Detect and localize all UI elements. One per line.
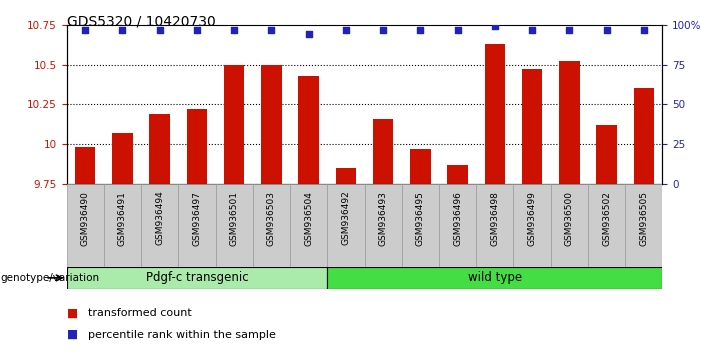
Text: ■: ■ <box>67 307 78 320</box>
Point <box>80 27 91 32</box>
Point <box>526 27 538 32</box>
Text: GSM936499: GSM936499 <box>528 191 536 246</box>
Point <box>378 27 389 32</box>
Text: GSM936493: GSM936493 <box>379 191 388 246</box>
Bar <box>551 184 588 267</box>
Text: Pdgf-c transgenic: Pdgf-c transgenic <box>146 272 248 284</box>
Text: GSM936490: GSM936490 <box>81 191 90 246</box>
Bar <box>67 267 327 289</box>
Bar <box>327 184 365 267</box>
Text: GSM936492: GSM936492 <box>341 191 350 245</box>
Bar <box>439 184 476 267</box>
Bar <box>365 184 402 267</box>
Bar <box>410 149 430 184</box>
Bar <box>104 184 141 267</box>
Point <box>266 27 277 32</box>
Text: GSM936494: GSM936494 <box>155 191 164 245</box>
Bar <box>186 109 207 184</box>
Text: GSM936504: GSM936504 <box>304 191 313 246</box>
Text: GSM936500: GSM936500 <box>565 191 574 246</box>
Text: GDS5320 / 10420730: GDS5320 / 10420730 <box>67 14 215 28</box>
Bar <box>253 184 290 267</box>
Bar <box>67 184 104 267</box>
Text: GSM936495: GSM936495 <box>416 191 425 246</box>
Bar <box>327 267 662 289</box>
Text: GSM936503: GSM936503 <box>267 191 276 246</box>
Bar <box>522 69 543 184</box>
Bar <box>402 184 439 267</box>
Text: wild type: wild type <box>468 272 522 284</box>
Point <box>303 32 314 37</box>
Point <box>191 27 203 32</box>
Point <box>340 27 351 32</box>
Bar <box>513 184 551 267</box>
Text: ■: ■ <box>67 328 78 341</box>
Text: GSM936491: GSM936491 <box>118 191 127 246</box>
Bar <box>336 168 356 184</box>
Bar <box>597 125 617 184</box>
Bar <box>178 184 216 267</box>
Point <box>601 27 612 32</box>
Point <box>154 27 165 32</box>
Bar <box>224 64 245 184</box>
Point <box>489 23 501 29</box>
Bar <box>149 114 170 184</box>
Text: GSM936496: GSM936496 <box>453 191 462 246</box>
Bar <box>634 88 654 184</box>
Point <box>452 27 463 32</box>
Text: transformed count: transformed count <box>88 308 191 318</box>
Point <box>638 27 649 32</box>
Bar <box>588 184 625 267</box>
Point <box>229 27 240 32</box>
Text: GSM936502: GSM936502 <box>602 191 611 246</box>
Bar <box>261 64 282 184</box>
Text: percentile rank within the sample: percentile rank within the sample <box>88 330 275 339</box>
Point <box>415 27 426 32</box>
Bar <box>373 119 393 184</box>
Bar <box>299 76 319 184</box>
Text: GSM936501: GSM936501 <box>230 191 238 246</box>
Bar <box>75 147 95 184</box>
Bar <box>290 184 327 267</box>
Text: GSM936497: GSM936497 <box>193 191 201 246</box>
Bar <box>215 184 253 267</box>
Point <box>117 27 128 32</box>
Text: GSM936505: GSM936505 <box>639 191 648 246</box>
Text: genotype/variation: genotype/variation <box>1 273 100 283</box>
Bar <box>447 165 468 184</box>
Point <box>564 27 575 32</box>
Bar <box>559 61 580 184</box>
Bar <box>484 44 505 184</box>
Bar <box>141 184 178 267</box>
Bar <box>625 184 662 267</box>
Text: GSM936498: GSM936498 <box>491 191 499 246</box>
Bar <box>476 184 513 267</box>
Bar <box>112 133 132 184</box>
